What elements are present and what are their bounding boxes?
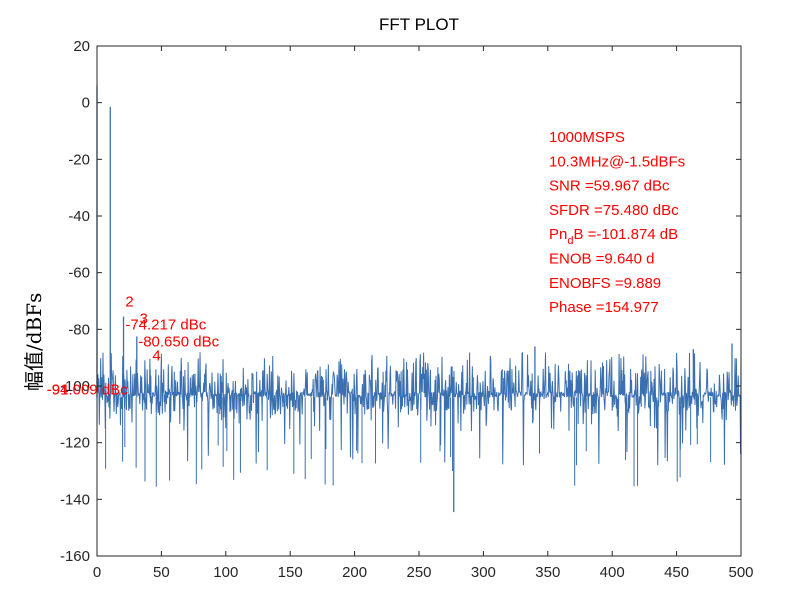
info-enobfs: ENOBFS =9.889 [549,275,661,292]
tick-labels: 0 50 100 150 200 250 300 350 400 450 500200-20-40-… [60,38,754,581]
x-tick-label: 350 [535,564,560,581]
x-tick-label: 50 [153,564,170,581]
x-tick-label: 400 [600,564,625,581]
harmonic-number-label: 4 [152,348,160,365]
info-sample-rate: 1000MSPS [549,129,625,146]
x-tick-label: 300 [471,564,496,581]
x-tick-label: 500 [728,564,753,581]
harmonic-value-label: -80.650 dBc [138,333,219,350]
y-tick-label: -120 [60,435,90,452]
y-tick-label: -160 [60,548,90,565]
x-tick-label: 450 [664,564,689,581]
chart-title: FFT PLOT [379,15,459,34]
harmonic-value-label: -74.217 dBc [125,316,206,333]
harmonic-value-label: -91 [47,382,69,399]
info-enob: ENOB =9.640 d [549,251,654,268]
spectrum-layer [96,85,742,513]
y-tick-label: -140 [60,491,90,508]
info-sfdr: SFDR =75.480 dBc [549,202,679,219]
x-tick-label: 0 [93,564,101,581]
harmonic-value-label: -94.009 dBc [47,382,128,399]
info-noise-density-value: B =-101.874 dB [573,226,678,243]
harmonic-number-label: 2 [125,294,133,311]
noise-trace [96,352,742,466]
x-tick-label: 250 [406,564,431,581]
harmonic-number-label: 3 [140,311,148,328]
x-tick-label: 200 [342,564,367,581]
info-noise-density: PndB =-101.874 dB [549,226,678,247]
x-tick-label: 150 [278,564,303,581]
info-noise-density-subscript: d [567,235,573,247]
info-phase: Phase =154.977 [549,299,659,316]
y-axis-label: 幅值/dBFs [22,293,46,391]
y-tick-label: -20 [68,151,90,168]
info-snr: SNR =59.967 dBc [549,178,670,195]
y-tick-label: -100 [60,378,90,395]
y-tick-label: 0 [82,95,90,112]
y-tick-label: -60 [68,265,90,282]
y-tick-label: 20 [73,38,90,55]
y-tick-label: -80 [68,321,90,338]
ticks-layer [96,45,742,557]
info-input-signal: 10.3MHz@-1.5dBFs [549,153,685,170]
x-tick-label: 100 [213,564,238,581]
info-noise-density-base: Pn [549,226,567,243]
harmonic-annotations: 23 4 -74.217 dBc-80.650 dBc -94.009 dBc-91 [47,294,220,399]
info-box: 1000MSPS 10.3MHz@-1.5dBFs SNR =59.967 dB… [549,129,685,316]
y-tick-label: -40 [68,208,90,225]
